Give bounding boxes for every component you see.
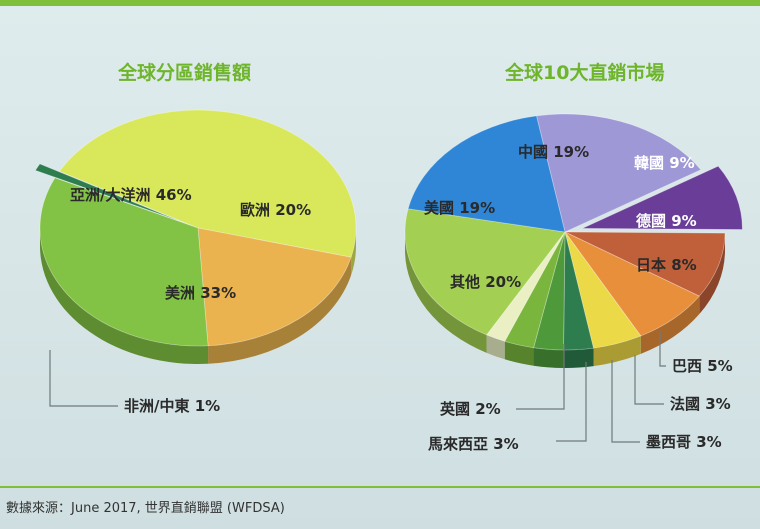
slice-美洲 [39, 177, 209, 347]
source-note: 數據來源：June 2017, 世界直銷聯盟 (WFDSA) [6, 501, 285, 516]
slice-side-巴西 [593, 335, 641, 367]
slice-英國 [485, 231, 566, 342]
leader-uk [516, 344, 565, 410]
slice-side-美洲 [40, 228, 209, 365]
top-accent-bar [0, 0, 760, 6]
label-mexico: 墨西哥 3% [646, 433, 722, 451]
slice-side-法國 [563, 348, 594, 368]
right-chart-title: 全球10大直銷市場 [505, 62, 665, 84]
label-japan: 日本 8% [636, 256, 697, 274]
label-others: 其他 20% [450, 273, 521, 291]
label-africa-middle-east: 非洲/中東 1% [124, 397, 220, 415]
leader-malaysia [556, 362, 587, 442]
left-pie [34, 109, 357, 365]
source-divider [0, 486, 760, 488]
left-chart-title: 全球分區銷售額 [118, 62, 252, 84]
slice-亞洲-大洋洲 [58, 109, 357, 258]
label-brazil: 巴西 5% [672, 357, 733, 375]
label-germany: 德國 9% [636, 212, 697, 230]
slice-歐洲 [197, 227, 352, 347]
leader-mexico [611, 360, 640, 443]
slice-韓國 [582, 165, 743, 230]
label-china: 中國 19% [518, 143, 589, 161]
leader-brazil [659, 332, 666, 367]
slice-side-英國 [486, 334, 505, 360]
slice-side-德國 [699, 233, 725, 315]
label-france: 法國 3% [670, 395, 731, 413]
slice-side-其他 [405, 232, 487, 353]
leader-france [634, 355, 664, 405]
slice-德國 [564, 231, 726, 297]
slice-side-馬來西亞 [504, 341, 534, 366]
label-asia-oceania: 亞洲/大洋洲 46% [70, 186, 192, 204]
slice-非洲-中東 [34, 163, 179, 221]
slice-中國 [535, 113, 702, 233]
label-europe: 歐洲 20% [240, 201, 311, 219]
right-pie [404, 113, 743, 368]
slice-巴西 [564, 231, 642, 349]
slice-side-亞洲-大洋洲 [351, 228, 356, 276]
slice-side-日本 [640, 296, 700, 354]
label-usa: 美國 19% [424, 199, 495, 217]
slice-美國 [407, 115, 566, 233]
slice-side-墨西哥 [533, 347, 564, 368]
label-malaysia: 馬來西亞 3% [428, 435, 519, 453]
label-uk: 英國 2% [440, 400, 501, 418]
label-americas: 美洲 33% [165, 284, 236, 302]
label-korea: 韓國 9% [634, 154, 695, 172]
slice-其他 [404, 208, 566, 336]
slice-馬來西亞 [504, 231, 566, 349]
slice-side-歐洲 [208, 257, 352, 364]
leader-africa [49, 350, 118, 407]
slice-日本 [564, 231, 700, 337]
